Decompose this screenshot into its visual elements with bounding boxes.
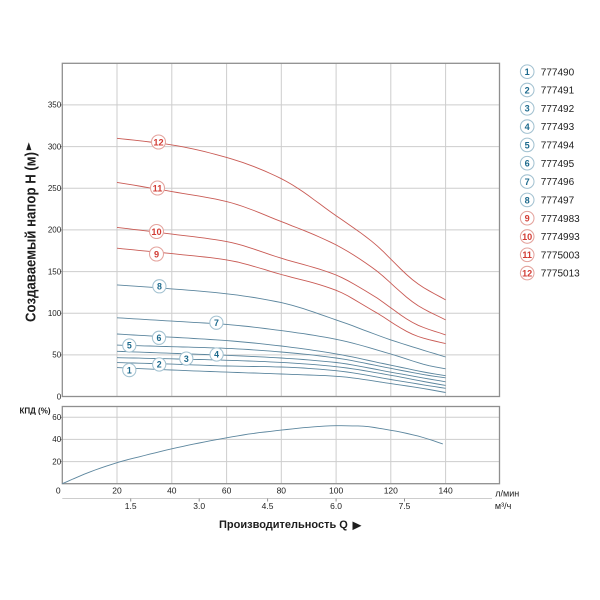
svg-text:10: 10 (151, 227, 161, 237)
svg-text:200: 200 (48, 226, 62, 235)
svg-text:12: 12 (153, 137, 163, 147)
svg-text:6: 6 (157, 333, 162, 343)
svg-text:8: 8 (525, 195, 530, 205)
svg-text:300: 300 (48, 142, 62, 151)
svg-text:50: 50 (52, 351, 61, 360)
svg-text:л/мин: л/мин (495, 488, 519, 498)
svg-text:777496: 777496 (541, 177, 575, 188)
svg-text:4: 4 (525, 122, 531, 132)
svg-text:777493: 777493 (541, 122, 575, 133)
svg-text:40: 40 (52, 435, 61, 444)
svg-text:7: 7 (214, 318, 219, 328)
svg-text:350: 350 (48, 101, 62, 110)
svg-text:9: 9 (525, 214, 530, 224)
svg-text:0: 0 (56, 486, 61, 496)
svg-text:6: 6 (525, 159, 530, 169)
svg-text:9: 9 (154, 249, 159, 259)
svg-text:20: 20 (112, 486, 122, 496)
svg-text:60: 60 (222, 486, 232, 496)
svg-text:8: 8 (157, 282, 162, 292)
svg-text:777492: 777492 (541, 104, 575, 115)
svg-text:7.5: 7.5 (399, 501, 411, 511)
svg-text:11: 11 (153, 183, 163, 193)
svg-text:60: 60 (52, 413, 61, 422)
svg-text:10: 10 (522, 232, 532, 242)
svg-text:1: 1 (127, 365, 132, 375)
svg-text:100: 100 (329, 486, 343, 496)
svg-text:7775003: 7775003 (541, 250, 580, 261)
svg-text:м³/ч: м³/ч (495, 501, 512, 511)
svg-text:777494: 777494 (541, 141, 575, 152)
svg-text:Создаваемый напор Н (м): Создаваемый напор Н (м) (24, 152, 40, 322)
svg-text:7775013: 7775013 (541, 269, 580, 280)
svg-text:5: 5 (525, 140, 530, 150)
svg-text:3.0: 3.0 (193, 501, 205, 511)
svg-text:80: 80 (277, 486, 287, 496)
svg-text:7: 7 (525, 177, 530, 187)
svg-text:100: 100 (48, 309, 62, 318)
svg-text:6.0: 6.0 (330, 501, 342, 511)
svg-text:4.5: 4.5 (262, 501, 274, 511)
svg-text:777497: 777497 (541, 196, 575, 207)
svg-text:120: 120 (384, 486, 398, 496)
svg-text:20: 20 (52, 457, 61, 466)
svg-text:40: 40 (167, 486, 177, 496)
svg-text:Производительность Q: Производительность Q (219, 519, 348, 531)
svg-text:250: 250 (48, 184, 62, 193)
svg-text:3: 3 (525, 104, 530, 114)
svg-text:777495: 777495 (541, 159, 575, 170)
svg-text:777490: 777490 (541, 67, 575, 78)
svg-text:0: 0 (57, 392, 62, 401)
svg-text:150: 150 (48, 267, 62, 276)
svg-text:4: 4 (214, 350, 219, 360)
svg-text:7774993: 7774993 (541, 232, 580, 243)
svg-text:2: 2 (525, 85, 530, 95)
svg-text:1.5: 1.5 (125, 501, 137, 511)
svg-text:2: 2 (157, 360, 162, 370)
svg-text:КПД (%): КПД (%) (20, 406, 51, 415)
svg-text:12: 12 (522, 269, 532, 279)
svg-text:7774983: 7774983 (541, 214, 580, 225)
svg-text:140: 140 (439, 486, 453, 496)
svg-text:11: 11 (522, 250, 532, 260)
svg-text:777491: 777491 (541, 86, 575, 97)
svg-text:3: 3 (184, 354, 189, 364)
svg-text:5: 5 (127, 341, 132, 351)
svg-text:1: 1 (525, 67, 530, 77)
